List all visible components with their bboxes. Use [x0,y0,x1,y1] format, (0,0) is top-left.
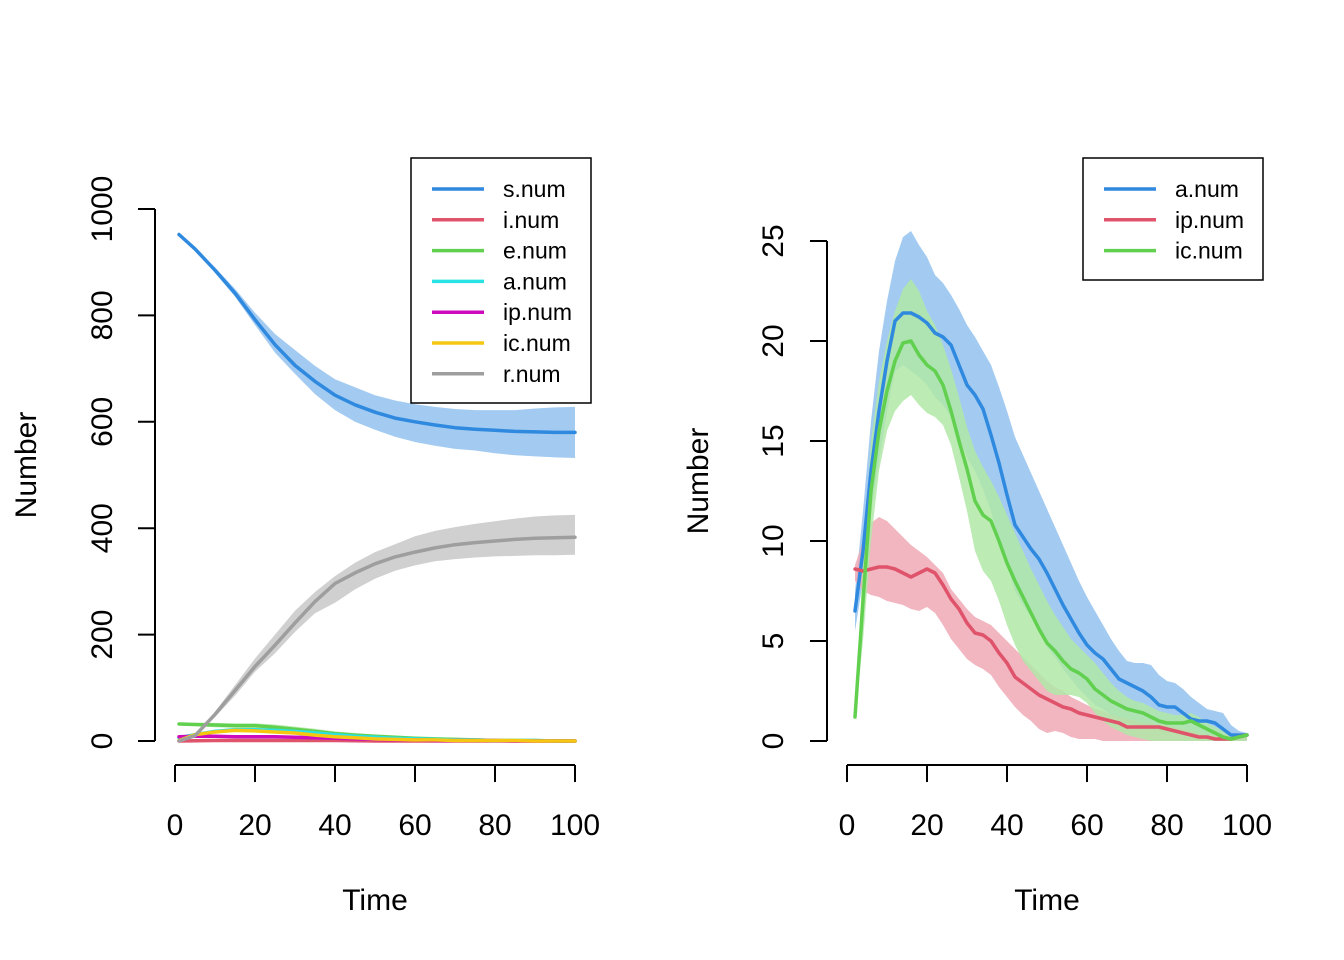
y-tick-label: 1000 [86,176,119,243]
legend: s.num i.num e.num a.num ip.num ic.num r.num [410,157,592,404]
legend-label-ic-num: ic.num [503,330,571,356]
right-panel: 0 5 10 15 20 25 0 20 40 60 80 100 Time Number a.num ip.… [682,157,1272,917]
x-tick-label: 80 [1150,809,1183,842]
x-tick-label: 80 [478,809,511,842]
x-tick-label: 0 [839,809,856,842]
y-tick-label: 0 [86,733,119,750]
y-tick-label: 5 [757,633,790,650]
band-a-num [855,231,1247,739]
y-tick-label: 25 [757,224,790,257]
legend-label-a-num: a.num [1175,176,1239,202]
x-tick-label: 20 [910,809,943,842]
legend-label-ip-num: ip.num [503,299,572,325]
y-tick-label: 600 [86,397,119,447]
x-axis-title: Time [342,884,408,917]
legend-label-a-num: a.num [503,268,567,294]
line-ic-num [853,339,1249,741]
line-a-num [853,311,1249,737]
y-tick-label: 20 [757,324,790,357]
x-tick-label: 100 [1222,809,1272,842]
legend: a.num ip.num ic.num [1082,157,1264,281]
band-ip-num [855,517,1247,741]
y-tick-label: 15 [757,424,790,457]
y-tick-label: 200 [86,610,119,660]
x-axis-title: Time [1014,884,1080,917]
x-tick-label: 0 [167,809,184,842]
x-tick-label: 100 [550,809,600,842]
legend-label-ip-num: ip.num [1175,207,1244,233]
legend-label-s-num: s.num [503,176,566,202]
legend-label-ic-num: ic.num [1175,238,1243,264]
x-tick-label: 20 [238,809,271,842]
y-tick-label: 400 [86,503,119,553]
y-axis-title: Number [10,412,43,519]
line-s-num [177,232,577,435]
x-tick-label: 40 [990,809,1023,842]
y-tick-label: 800 [86,290,119,340]
left-panel: 0 200 400 600 800 1000 0 20 40 60 80 100 Time Number s… [10,157,600,917]
y-tick-label: 10 [757,524,790,557]
line-r-num [177,535,577,743]
x-tick-label: 60 [1070,809,1103,842]
y-axis-title: Number [682,428,715,535]
line-ic-num [177,728,577,743]
x-tick-label: 40 [318,809,351,842]
y-tick-label: 0 [757,733,790,750]
x-tick-label: 60 [398,809,431,842]
legend-label-r-num: r.num [503,361,561,387]
line-ip-num [853,565,1249,741]
band-ic-num [855,279,1247,741]
legend-label-i-num: i.num [503,207,559,233]
legend-label-e-num: e.num [503,238,567,264]
